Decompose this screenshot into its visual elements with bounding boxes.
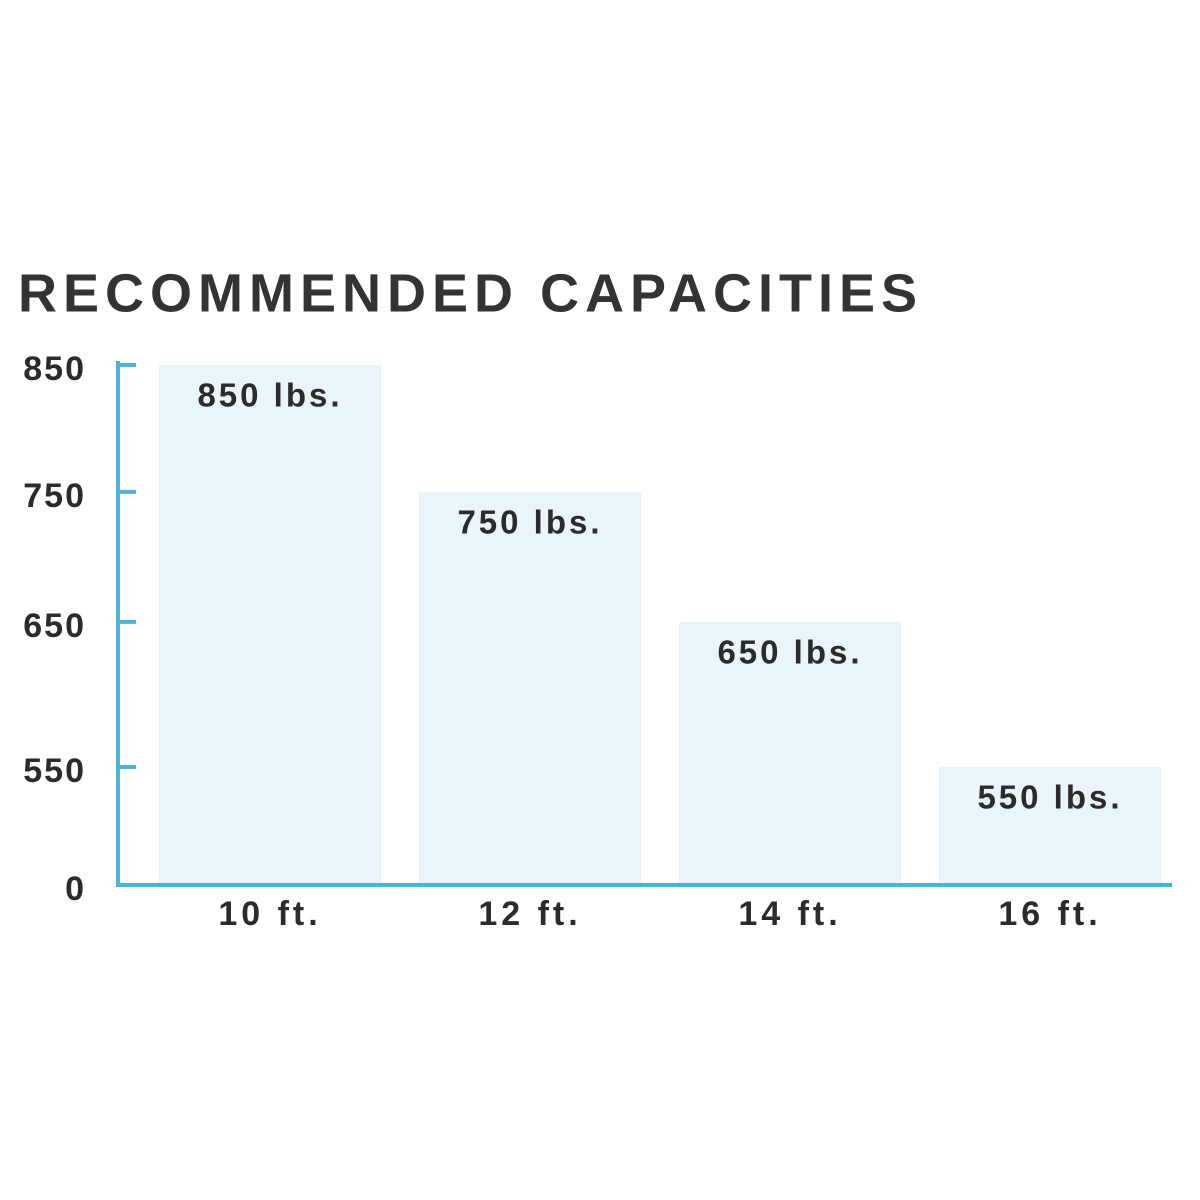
value-label: 650 lbs. <box>717 634 862 671</box>
x-tick-label: 12 ft. <box>478 895 581 933</box>
bar <box>679 621 901 885</box>
bar <box>419 491 641 885</box>
y-tick-label: 750 <box>23 477 86 515</box>
y-tick-label: 650 <box>23 607 86 645</box>
x-tick-label: 16 ft. <box>998 895 1101 933</box>
x-tick-label: 10 ft. <box>218 895 321 933</box>
chart-title: RECOMMENDED CAPACITIES <box>18 263 923 323</box>
bar <box>159 365 381 885</box>
value-label: 850 lbs. <box>197 377 342 414</box>
y-tick-label: 850 <box>23 350 86 388</box>
value-label: 750 lbs. <box>457 504 602 541</box>
value-label: 550 lbs. <box>977 779 1122 816</box>
bar <box>939 766 1161 885</box>
x-tick-label: 14 ft. <box>738 895 841 933</box>
y-tick-label: 550 <box>23 752 86 790</box>
y-tick-label: 0 <box>65 870 86 908</box>
